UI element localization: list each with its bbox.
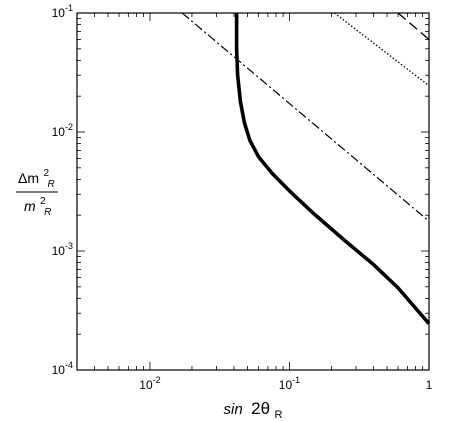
y-label-numerator: Δm 2 R — [18, 163, 55, 190]
series-dotted-line — [334, 12, 430, 87]
series-layer — [181, 12, 431, 325]
y-label-denominator: m 2 R — [24, 191, 51, 218]
x-tick-label-1: 10-1 — [279, 375, 300, 392]
y-axis-label: Δm 2 R m 2 R — [16, 163, 58, 218]
series-dash-dot-line — [181, 12, 430, 222]
x-tick-label-0: 10-2 — [139, 375, 160, 392]
x-axis-label: sin 2θ R — [224, 399, 283, 421]
axis-ticks — [76, 12, 430, 371]
series-solid-thick-line — [234, 13, 431, 325]
plot-frame — [76, 12, 430, 371]
x-tick-label-2: 1 — [426, 378, 433, 392]
tick-labels: 10-2 10-1 1 10-4 10-3 10-2 10-1 — [52, 3, 433, 392]
y-tick-label-0: 10-4 — [52, 360, 73, 377]
y-tick-label-3: 10-1 — [52, 3, 73, 20]
series-long-dash-line — [397, 12, 430, 40]
y-tick-label-2: 10-2 — [52, 122, 73, 139]
y-tick-label-1: 10-3 — [52, 241, 73, 258]
